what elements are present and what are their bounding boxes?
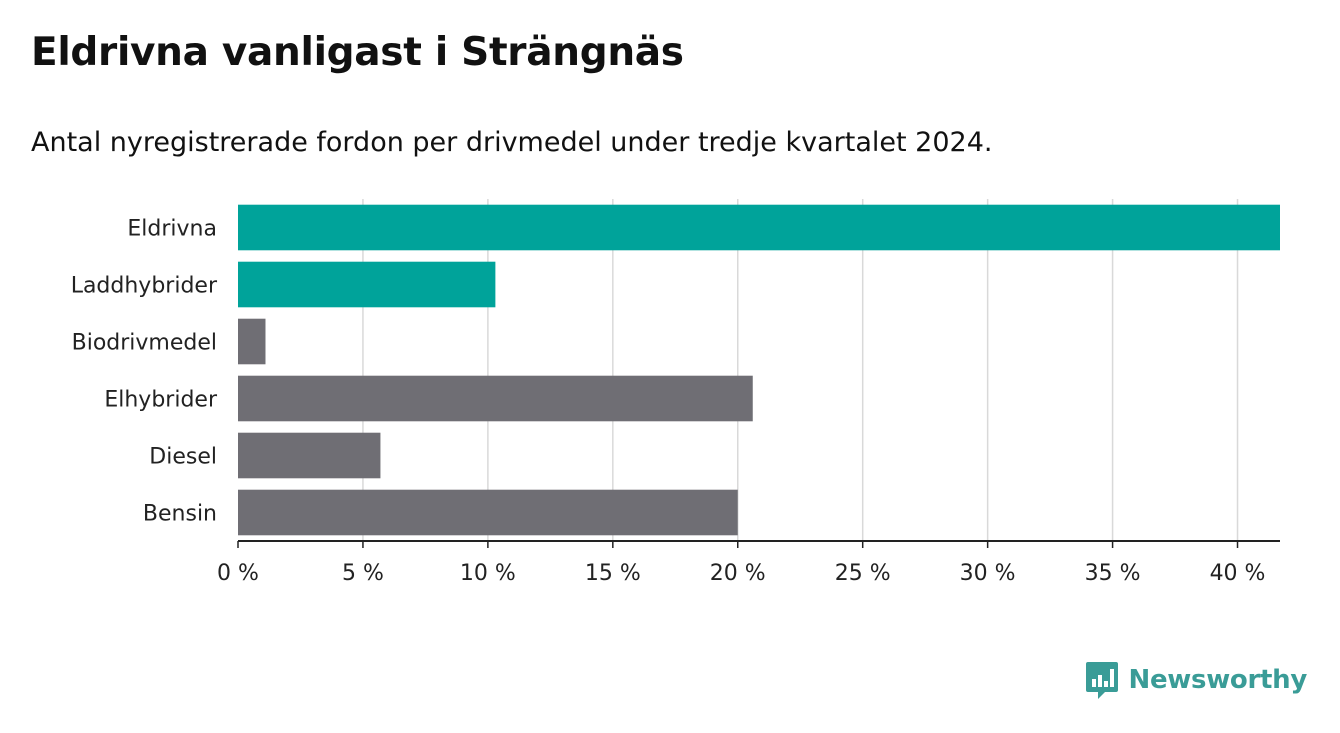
bar-laddhybrider <box>238 261 496 308</box>
bar-biodrivmedel <box>238 318 266 365</box>
chart-title: Eldrivna vanligast i Strängnäs <box>31 30 684 75</box>
category-label-diesel: Diesel <box>149 445 217 470</box>
category-label-elhybrider: Elhybrider <box>104 388 218 413</box>
bar-eldrivna <box>238 204 1280 251</box>
grid-lines <box>362 199 1239 541</box>
category-label-laddhybrider: Laddhybrider <box>71 274 218 299</box>
chart-subtitle: Antal nyregistrerade fordon per drivmede… <box>31 127 993 158</box>
category-label-eldrivna: Eldrivna <box>127 217 217 242</box>
bar-elhybrider <box>238 375 753 422</box>
brand-name: Newsworthy <box>1128 665 1308 695</box>
bar-bensin <box>238 489 738 536</box>
x-tick-label-35: 35 % <box>1085 561 1141 586</box>
x-tick-label-30: 30 % <box>960 561 1016 586</box>
x-axis: 0 % 5 % 10 % 15 % 20 % 25 % 30 % 35 % 40 % <box>217 540 1280 586</box>
category-label-bensin: Bensin <box>143 502 217 527</box>
x-tick-label-20: 20 % <box>710 561 766 586</box>
x-tick-label-40: 40 % <box>1210 561 1266 586</box>
x-tick-label-5: 5 % <box>342 561 384 586</box>
category-label-biodrivmedel: Biodrivmedel <box>72 331 217 356</box>
bars <box>238 204 1280 536</box>
x-tick-label-15: 15 % <box>585 561 641 586</box>
x-tick-label-10: 10 % <box>460 561 516 586</box>
bar-chart: 0 % 5 % 10 % 15 % 20 % 25 % 30 % 35 % 40 % Eldri… <box>71 199 1280 586</box>
category-labels: Eldrivna Laddhybrider Biodrivmedel Elhybrid… <box>71 217 218 527</box>
bar-diesel <box>238 432 381 479</box>
newsworthy-logo: Newsworthy <box>1085 660 1307 700</box>
x-tick-label-0: 0 % <box>217 561 259 586</box>
x-tick-label-25: 25 % <box>835 561 891 586</box>
newsworthy-bar-chart-icon <box>1085 662 1118 699</box>
